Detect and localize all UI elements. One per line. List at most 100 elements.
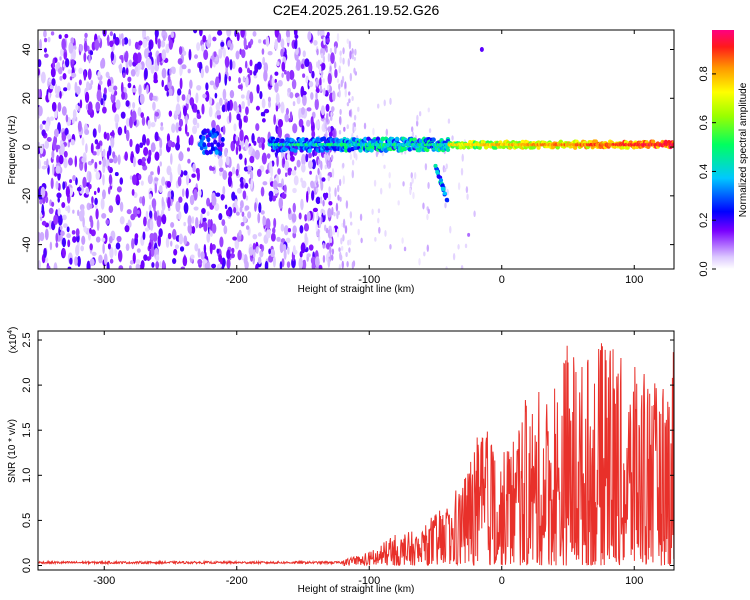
spectrogram-cell <box>94 161 98 169</box>
spectrogram-cell <box>671 142 674 147</box>
spectrogram-cell <box>48 207 54 215</box>
spectrogram-cell <box>185 115 188 125</box>
spectrogram-cell <box>306 107 312 112</box>
spectrogram-cell <box>235 145 239 156</box>
spectrogram-cell <box>222 47 226 58</box>
spectrogram-cell <box>144 67 148 80</box>
spectrogram-cell <box>318 218 322 229</box>
spectrogram-cell <box>324 122 327 130</box>
bottom-y-axis-label: SNR (10 * v/v) <box>7 419 18 483</box>
spectrogram-cell <box>280 101 285 114</box>
spectrogram-cell <box>72 209 75 214</box>
spectrogram-cell <box>348 40 352 50</box>
bottom-x-tick-label: 0 <box>499 575 505 587</box>
spectrogram-cell <box>84 32 88 38</box>
spectrogram-cell <box>254 149 260 160</box>
bottom-y-tick-label: 1.0 <box>21 468 33 483</box>
spectrogram-cell <box>55 241 59 248</box>
spectrogram-cell <box>101 213 107 219</box>
spectrogram-cell <box>64 127 69 136</box>
spectrogram-cell <box>284 172 288 178</box>
spectrogram-cell <box>236 187 242 194</box>
spectrogram-cell <box>305 77 309 84</box>
spectrogram-cell <box>235 168 239 177</box>
spectrogram-cell <box>62 214 67 221</box>
spectrogram-cell <box>403 246 407 252</box>
spectrogram-cell <box>89 227 92 235</box>
spectrogram-cell <box>348 239 352 246</box>
spectrogram-cell <box>95 101 101 112</box>
spectrogram-cell <box>332 227 336 236</box>
spectrogram-cell <box>57 207 61 217</box>
spectrogram-cell <box>256 61 262 70</box>
spectrogram-cell <box>323 153 327 159</box>
spectrogram-cell <box>117 250 123 262</box>
spectrogram-cell <box>65 114 69 123</box>
spectrogram-cell <box>317 30 320 37</box>
top-y-tick-label: 20 <box>21 92 33 104</box>
bottom-x-tick-label: -100 <box>358 575 380 587</box>
spectrogram-cell <box>39 38 42 51</box>
bottom-y-tick-label: 0.0 <box>21 558 33 573</box>
snr-series-line <box>38 343 674 567</box>
spectrogram-cell <box>166 90 169 97</box>
spectrogram-cell <box>423 251 426 257</box>
spectrogram-cell <box>304 232 308 243</box>
spectrogram-cell <box>339 55 342 64</box>
spectrogram-cell <box>91 158 94 164</box>
spectrogram-cell <box>71 230 76 235</box>
spectrogram-cell <box>330 106 335 112</box>
spectrogram-cell <box>161 176 166 186</box>
spectrogram-cell <box>110 137 115 148</box>
spectrogram-cell <box>67 141 71 148</box>
spectrogram-cell <box>41 129 46 137</box>
spectrogram-cell <box>62 73 67 80</box>
spectrogram-cell <box>337 194 340 201</box>
spectrogram-cell <box>60 143 65 155</box>
spectrogram-cell <box>254 202 257 212</box>
spectrogram-cell <box>38 159 41 170</box>
spectrogram-cell <box>141 116 146 126</box>
spectrogram-cell <box>188 48 192 61</box>
top-y-tick-label: -40 <box>21 237 33 253</box>
spectrogram-cell <box>348 247 351 253</box>
spectrogram-cell <box>67 239 71 248</box>
spectrogram-cell <box>245 60 248 69</box>
spectrogram-cell <box>187 158 191 164</box>
spectrogram-cell <box>131 238 135 250</box>
spectrogram-cell <box>149 210 153 219</box>
spectrogram-cell <box>67 205 71 214</box>
spectrogram-cell <box>165 43 170 54</box>
spectrogram-cell <box>319 196 323 205</box>
spectrogram-cell <box>439 178 444 183</box>
spectrogram-cell <box>155 261 160 269</box>
spectrogram-cell <box>252 233 258 240</box>
spectrogram-cell <box>292 245 296 256</box>
spectrogram-cell <box>108 174 113 185</box>
spectrogram-cell <box>275 92 280 105</box>
spectrogram-cell <box>221 104 226 113</box>
spectrogram-cell <box>253 70 257 76</box>
spectrogram-cell <box>71 59 75 65</box>
spectrogram-cell <box>178 46 183 55</box>
spectrogram-cell <box>125 129 130 142</box>
spectrogram-cell <box>88 183 92 190</box>
spectrogram-cell <box>81 157 87 163</box>
spectrogram-cell <box>217 30 223 36</box>
spectrogram-cell <box>323 224 327 232</box>
spectrogram-cell <box>259 91 263 100</box>
spectrogram-cell <box>222 88 227 101</box>
spectrogram-cell <box>206 137 211 143</box>
chart-title: C2E4.2025.261.19.52.G26 <box>273 2 440 18</box>
spectrogram-cell <box>103 87 107 95</box>
spectrogram-cell <box>86 260 91 269</box>
spectrogram-cell <box>283 69 287 75</box>
spectrogram-cell <box>318 264 323 269</box>
spectrogram-cell <box>158 185 163 194</box>
spectrogram-cell <box>334 68 338 79</box>
spectrogram-cell <box>317 167 320 176</box>
spectrogram-cell <box>353 114 357 121</box>
spectrogram-cell <box>177 176 182 187</box>
spectrogram-cell <box>418 111 422 117</box>
spectrogram-cell <box>313 40 318 46</box>
